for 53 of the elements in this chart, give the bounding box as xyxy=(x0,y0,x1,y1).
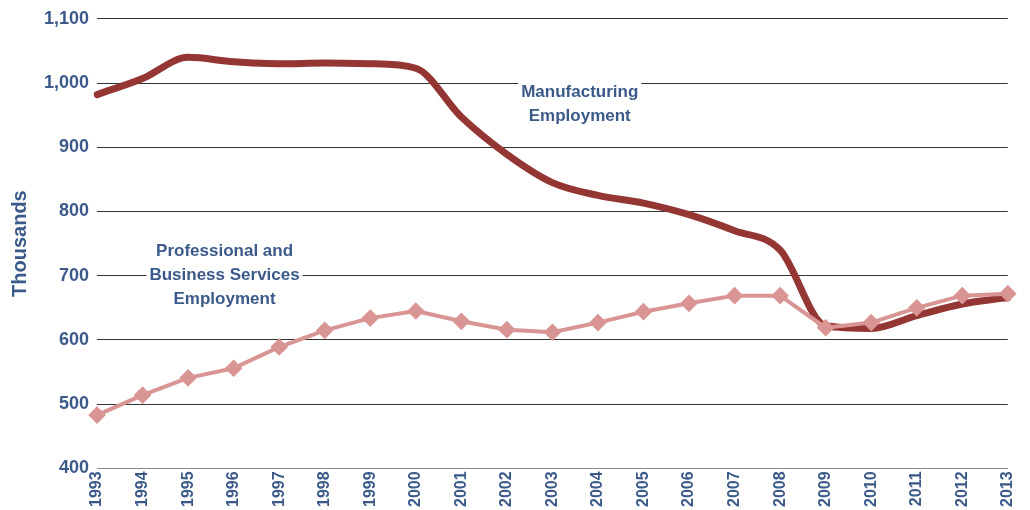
x-tick-label: 2000 xyxy=(406,471,424,507)
y-tick-label: 400 xyxy=(59,457,90,478)
x-tick-label: 1999 xyxy=(360,471,378,507)
point xyxy=(271,339,288,356)
x-tick-label: 2006 xyxy=(679,471,697,507)
y-tick-label: 600 xyxy=(59,328,90,349)
point xyxy=(453,313,470,330)
x-tick-label: 1994 xyxy=(132,471,150,507)
point xyxy=(498,321,515,338)
x-tick-label: 2013 xyxy=(998,471,1016,507)
point xyxy=(681,295,698,312)
point xyxy=(999,285,1016,302)
x-tick-label: 1995 xyxy=(178,471,196,507)
x-tick-label: 2005 xyxy=(633,471,651,507)
x-tick-label: 2012 xyxy=(952,471,970,507)
x-tick-label: 1997 xyxy=(269,471,287,507)
point xyxy=(225,360,242,377)
point xyxy=(817,319,834,336)
series-label: Manufacturing Employment xyxy=(521,81,639,125)
x-tick-label: 2004 xyxy=(588,471,606,507)
point xyxy=(908,299,925,316)
x-tick-label: 2008 xyxy=(770,471,788,507)
point xyxy=(772,287,789,304)
point xyxy=(407,303,424,320)
point xyxy=(316,322,333,339)
point xyxy=(863,314,880,331)
y-axis-title: Thousands xyxy=(7,190,30,297)
point xyxy=(180,369,197,386)
x-tick-label: 2010 xyxy=(861,471,879,507)
y-tick-label: 900 xyxy=(59,136,90,157)
y-tick-label: 1,100 xyxy=(44,7,90,28)
x-tick-label: 2009 xyxy=(816,471,834,507)
x-tick-label: 2003 xyxy=(542,471,560,507)
point xyxy=(954,287,971,304)
y-tick-label: 1,000 xyxy=(44,72,90,92)
y-tick-label: 700 xyxy=(59,264,90,285)
x-tick-label: 1993 xyxy=(87,471,105,507)
x-tick-label: 1998 xyxy=(315,471,333,507)
y-tick-label: 500 xyxy=(59,393,90,414)
point xyxy=(589,314,606,331)
point xyxy=(726,287,743,304)
x-tick-label: 2002 xyxy=(497,471,515,507)
x-tick-label: 1996 xyxy=(224,471,242,507)
x-tick-label: 2011 xyxy=(907,471,925,507)
point xyxy=(362,310,379,327)
x-tick-label: 2001 xyxy=(451,471,469,507)
series-label: Professional and Business Services Employment xyxy=(149,240,300,308)
point xyxy=(134,387,151,404)
point xyxy=(89,407,106,424)
x-tick-label: 2007 xyxy=(724,471,742,507)
y-tick-label: 800 xyxy=(59,200,90,221)
point xyxy=(635,303,652,320)
point xyxy=(544,324,561,341)
